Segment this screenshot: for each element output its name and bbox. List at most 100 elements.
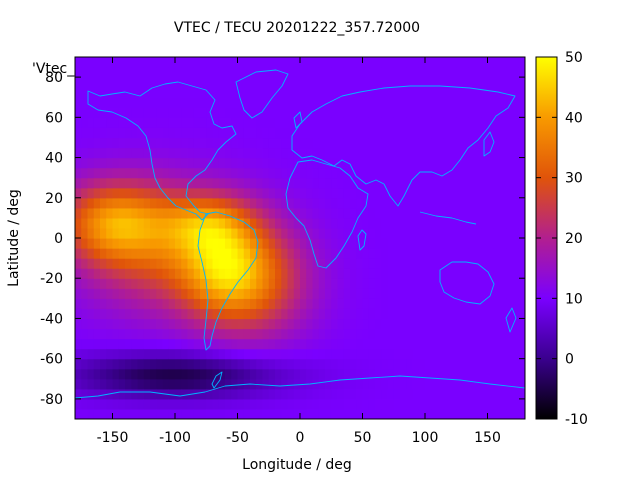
heatmap-cell [275, 398, 282, 410]
heatmap-cell [212, 67, 220, 78]
heatmap-cell [156, 278, 164, 289]
heatmap-cell [356, 167, 364, 179]
heatmap-cell [93, 298, 101, 309]
heatmap-cell [293, 288, 301, 299]
heatmap-cell [443, 248, 451, 259]
heatmap-cell [437, 87, 445, 98]
heatmap-cell [93, 137, 101, 149]
heatmap-cell [456, 408, 464, 419]
heatmap-cell [175, 278, 182, 289]
heatmap-cell [393, 227, 401, 239]
heatmap-cell [412, 378, 420, 390]
heatmap-cell [81, 187, 89, 199]
heatmap-cell [425, 97, 432, 108]
heatmap-cell [425, 358, 432, 370]
heatmap-cell [143, 217, 151, 229]
heatmap-cell [356, 328, 364, 340]
heatmap-cell [200, 298, 207, 309]
heatmap-cell [500, 117, 507, 128]
heatmap-cell [275, 77, 282, 88]
heatmap-cell [125, 187, 132, 199]
heatmap-cell [412, 248, 420, 259]
heatmap-cell [312, 318, 320, 330]
heatmap-cell [462, 288, 470, 299]
heatmap-cell [243, 328, 251, 340]
heatmap-cell [93, 388, 101, 400]
heatmap-cell [418, 268, 426, 279]
heatmap-cell [287, 398, 295, 410]
heatmap-cell [368, 368, 376, 380]
heatmap-cell [168, 227, 176, 239]
heatmap-cell [212, 248, 220, 259]
heatmap-cell [481, 77, 489, 88]
heatmap-cell [150, 308, 157, 320]
heatmap-cell [275, 258, 282, 269]
heatmap-cell [412, 127, 420, 139]
heatmap-cell [118, 67, 126, 78]
heatmap-cell [462, 197, 470, 209]
heatmap-cell [362, 127, 370, 139]
heatmap-cell [156, 388, 164, 400]
heatmap-cell [493, 117, 501, 128]
heatmap-cell [137, 157, 145, 169]
heatmap-cell [487, 348, 495, 360]
heatmap-cell [518, 258, 525, 269]
heatmap-cell [262, 328, 270, 340]
heatmap-cell [462, 398, 470, 410]
heatmap-cell [212, 378, 220, 390]
heatmap-cell [437, 308, 445, 320]
heatmap-cell [487, 77, 495, 88]
heatmap-cell [406, 268, 414, 279]
heatmap-cell [168, 187, 176, 199]
heatmap-cell [368, 147, 376, 159]
x-tick-label: 150 [474, 430, 501, 446]
heatmap-cell [187, 177, 195, 189]
heatmap-cell [250, 137, 257, 149]
heatmap-cell [231, 187, 239, 199]
heatmap-cell [281, 177, 289, 189]
heatmap-cell [393, 248, 401, 259]
heatmap-cell [406, 147, 414, 159]
heatmap-cell [275, 187, 282, 199]
heatmap-cell [181, 107, 189, 118]
heatmap-cell [381, 207, 389, 219]
heatmap-cell [437, 258, 445, 269]
heatmap-cell [431, 127, 439, 139]
heatmap-cell [225, 167, 232, 179]
heatmap-cell [75, 298, 82, 309]
heatmap-cell [356, 338, 364, 350]
heatmap-cell [81, 338, 89, 350]
heatmap-cell [500, 328, 507, 340]
heatmap-cell [200, 217, 207, 229]
heatmap-cell [462, 248, 470, 259]
heatmap-cell [475, 238, 482, 249]
heatmap-cell [443, 147, 451, 159]
heatmap-cell [200, 258, 207, 269]
heatmap-cell [125, 137, 132, 149]
heatmap-cell [475, 328, 482, 340]
heatmap-cell [437, 227, 445, 239]
heatmap-cell [193, 408, 201, 419]
heatmap-cell [75, 187, 82, 199]
heatmap-cell [506, 227, 514, 239]
heatmap-cell [218, 227, 226, 239]
heatmap-cell [131, 67, 139, 78]
heatmap-cell [406, 137, 414, 149]
heatmap-cell [293, 338, 301, 350]
heatmap-cell [275, 97, 282, 108]
heatmap-cell [312, 408, 320, 419]
heatmap-cell [131, 137, 139, 149]
heatmap-cell [456, 318, 464, 330]
heatmap-cell [75, 67, 82, 78]
heatmap-cell [87, 67, 95, 78]
heatmap-cell [418, 378, 426, 390]
heatmap-cell [81, 117, 89, 128]
heatmap-cell [431, 258, 439, 269]
heatmap-cell [143, 57, 151, 68]
heatmap-cell [262, 378, 270, 390]
heatmap-cell [100, 288, 107, 299]
heatmap-cell [493, 408, 501, 419]
heatmap-cell [206, 67, 214, 78]
heatmap-cell [325, 197, 332, 209]
